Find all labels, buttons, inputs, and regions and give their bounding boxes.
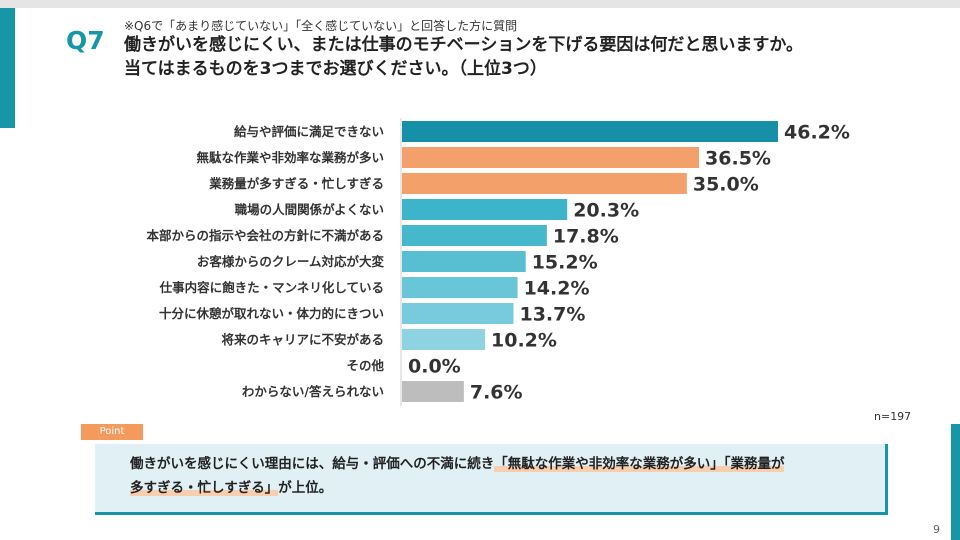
value-label: 0.0%: [408, 356, 461, 378]
value-label: 14.2%: [524, 278, 590, 300]
category-label: わからない/答えられない: [242, 384, 384, 399]
category-label: 十分に休憩が取れない・体力的にきつい: [159, 306, 384, 321]
value-label: 35.0%: [693, 174, 759, 196]
category-label: 無駄な作業や非効率な業務が多い: [196, 150, 384, 165]
value-label: 7.6%: [470, 382, 523, 404]
category-label: 本部からの指示や会社の方針に不満がある: [146, 228, 384, 243]
bar: [402, 277, 518, 298]
question-title-line1: 働きがいを感じにくい、または仕事のモチベーションを下げる要因は何だと思いますか。: [124, 35, 803, 55]
right-accent-bar: [951, 424, 960, 540]
question-title-line2: 当てはまるものを3つまでお選びください。（上位3つ）: [124, 59, 547, 79]
value-label: 15.2%: [532, 252, 598, 274]
page-number: 9: [933, 523, 940, 536]
value-label: 20.3%: [573, 200, 639, 222]
category-label: その他: [346, 358, 384, 373]
bar: [402, 251, 526, 272]
value-label: 46.2%: [784, 122, 850, 144]
point-box: [95, 444, 888, 515]
point-tag: Point: [81, 424, 143, 440]
category-label: 職場の人間関係がよくない: [235, 202, 384, 217]
category-label: 仕事内容に飽きた・マンネリ化している: [159, 280, 384, 295]
bar: [402, 303, 514, 324]
category-label: 業務量が多すぎる・忙しすぎる: [208, 176, 384, 191]
bar: [402, 381, 464, 402]
bar: [402, 225, 547, 246]
value-label: 36.5%: [705, 148, 771, 170]
bar: [402, 199, 568, 220]
category-label: お客様からのクレーム対応が大変: [197, 254, 385, 269]
question-number: Q7: [66, 26, 105, 55]
bar: [402, 173, 687, 194]
category-label: 将来のキャリアに不安がある: [221, 332, 384, 347]
point-highlight-2: 多すぎる・忙しすぎる」: [130, 480, 279, 496]
question-note: ※Q6で「あまり感じていない」「全く感じていない」と回答した方に質問: [124, 19, 518, 33]
point-text-a: 働きがいを感じにくい理由には、給与・評価への不満に続き: [130, 456, 495, 472]
sample-size: n=197: [874, 410, 912, 423]
point-text: 働きがいを感じにくい理由には、給与・評価への不満に続き「無駄な作業や非効率な業務…: [130, 452, 870, 500]
bar: [402, 329, 486, 350]
point-text-b: が上位。: [278, 480, 333, 496]
value-label: 10.2%: [491, 330, 557, 352]
value-label: 13.7%: [519, 304, 585, 326]
point-highlight-1: 「無駄な作業や非効率な業務が多い」「業務量が: [494, 456, 785, 472]
value-label: 17.8%: [553, 226, 619, 248]
bar: [402, 121, 778, 142]
category-label: 給与や評価に満足できない: [234, 124, 384, 139]
question-title: 働きがいを感じにくい、または仕事のモチベーションを下げる要因は何だと思いますか。…: [124, 33, 904, 81]
left-accent-bar: [0, 8, 15, 128]
bar: [402, 147, 700, 168]
